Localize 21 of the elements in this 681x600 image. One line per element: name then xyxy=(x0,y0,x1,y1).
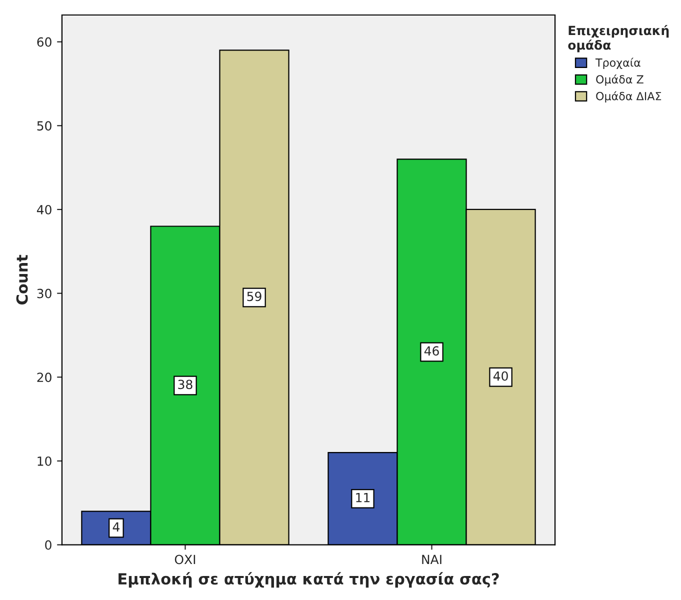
legend-title: Επιχειρησιακή ομάδα xyxy=(568,25,669,52)
legend-label: Τροχαία xyxy=(595,58,640,69)
data-label: 38 xyxy=(178,380,192,390)
y-tick-label: 60 xyxy=(37,37,52,47)
y-axis-title: Count xyxy=(16,254,28,305)
x-tick-label: ΝΑΙ xyxy=(422,554,442,564)
x-axis-title: Εμπλοκή σε ατύχημα κατά την εργασία σας? xyxy=(118,572,499,588)
y-tick-label: 30 xyxy=(37,288,52,298)
legend-label: Ομάδα Ζ xyxy=(596,74,644,86)
y-tick-label: 50 xyxy=(37,121,52,131)
data-label: 4 xyxy=(112,522,120,532)
y-tick-label: 20 xyxy=(37,372,52,382)
x-tick-label: ΟΧΙ xyxy=(174,554,196,564)
y-tick-label: 40 xyxy=(36,204,52,214)
legend-label: Ομάδα ΔΙΑΣ xyxy=(596,91,662,102)
data-label: 40 xyxy=(493,371,508,381)
y-tick-label: 10 xyxy=(38,456,52,466)
data-label: 46 xyxy=(424,346,439,356)
data-label: 59 xyxy=(247,292,262,302)
data-label: 11 xyxy=(356,493,370,502)
y-tick-label: 0 xyxy=(45,540,52,550)
